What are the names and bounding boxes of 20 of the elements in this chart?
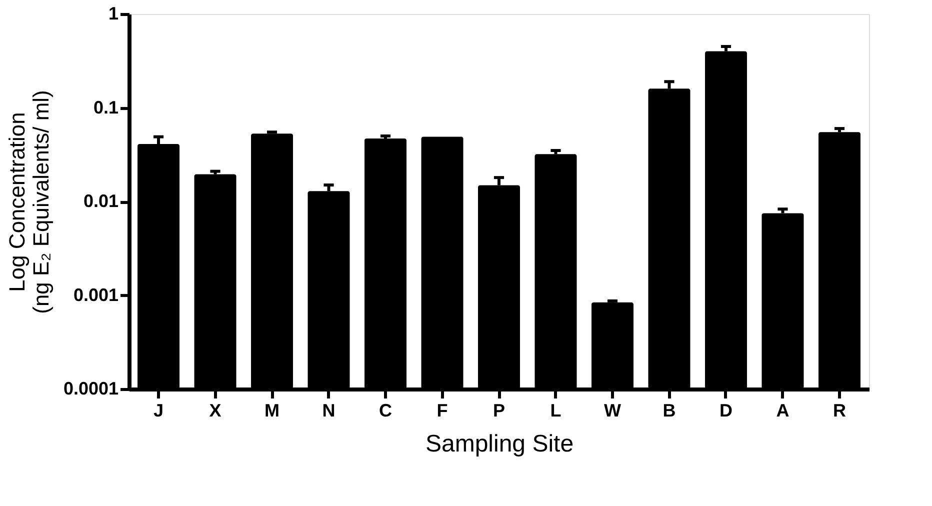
x-tick-label: C	[379, 400, 392, 420]
x-tick-label: X	[209, 400, 222, 420]
x-tick-label: W	[604, 400, 621, 420]
x-tick-label: F	[436, 400, 448, 420]
x-tick-label: J	[154, 400, 164, 420]
y-tick-label: 0.1	[93, 97, 118, 118]
x-tick-label: R	[832, 400, 846, 420]
x-tick-label: N	[322, 400, 336, 420]
x-tick-label: D	[719, 400, 732, 420]
y-tick-label: 0.01	[83, 191, 118, 211]
x-tick-label: L	[550, 400, 562, 420]
y-tick-label: 0.001	[73, 284, 118, 305]
x-tick-label: M	[264, 400, 280, 420]
x-axis-title: Sampling Site	[425, 430, 574, 458]
x-tick-label: A	[776, 400, 790, 420]
x-tick-label: B	[662, 400, 676, 420]
x-tick-label: P	[492, 400, 506, 420]
y-tick-label: 1	[108, 4, 118, 24]
y-axis-title: Log Concentration (ng E₂ Equivalents/ ml)	[4, 90, 54, 314]
y-tick-label: 0.0001	[63, 378, 118, 398]
